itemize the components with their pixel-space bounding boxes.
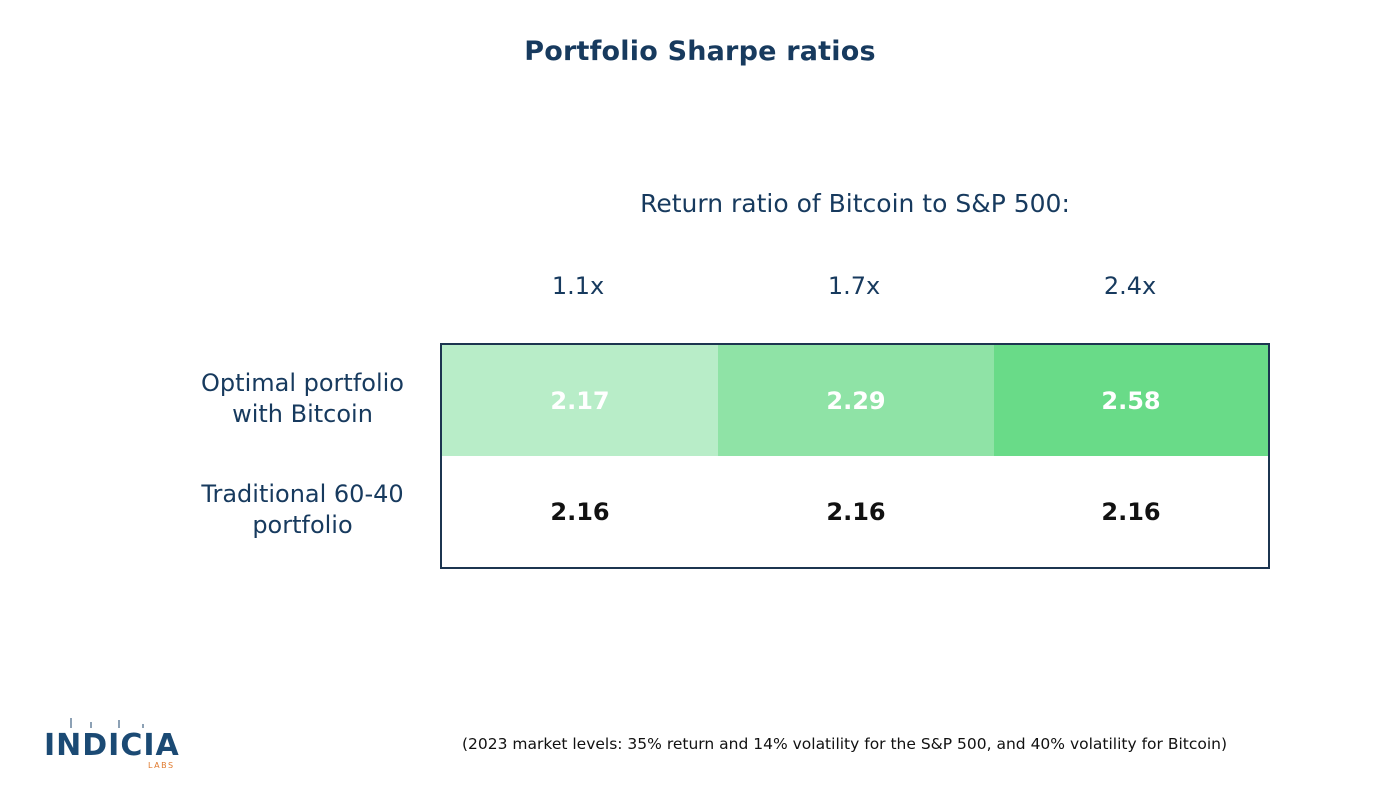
cell-optimal-2: 2.29 [718,345,994,456]
cell-traditional-1: 2.16 [442,456,718,567]
column-axis-title: Return ratio of Bitcoin to S&P 500: [640,189,1070,218]
row-label-optimal-line-2: with Bitcoin [232,400,373,428]
row-label-optimal-line-1: Optimal portfolio [201,369,404,397]
logo-tick-mark [90,722,92,728]
logo-tick-mark [118,720,120,728]
cell-optimal-1: 2.17 [442,345,718,456]
footnote: (2023 market levels: 35% return and 14% … [462,735,1228,753]
column-label-2: 1.7x [827,272,881,300]
sharpe-ratio-grid: 2.17 2.29 2.58 2.16 2.16 2.16 [440,343,1270,569]
indicia-labs-logo: INDICIA LABS [44,718,184,770]
row-label-traditional-line-2: portfolio [252,511,353,539]
chart-title: Portfolio Sharpe ratios [524,36,876,67]
logo-subtext: LABS [148,761,175,770]
row-label-optimal: Optimal portfolio with Bitcoin [160,368,445,430]
logo-tick-mark [142,724,144,728]
logo-wordmark: INDICIA [44,728,180,763]
cell-traditional-3: 2.16 [994,456,1268,567]
row-label-traditional: Traditional 60-40 portfolio [160,479,445,541]
cell-optimal-3: 2.58 [994,345,1268,456]
column-label-3: 2.4x [1103,272,1157,300]
column-label-1: 1.1x [551,272,605,300]
cell-traditional-2: 2.16 [718,456,994,567]
row-label-traditional-line-1: Traditional 60-40 [201,480,404,508]
logo-tick-mark [70,718,72,728]
